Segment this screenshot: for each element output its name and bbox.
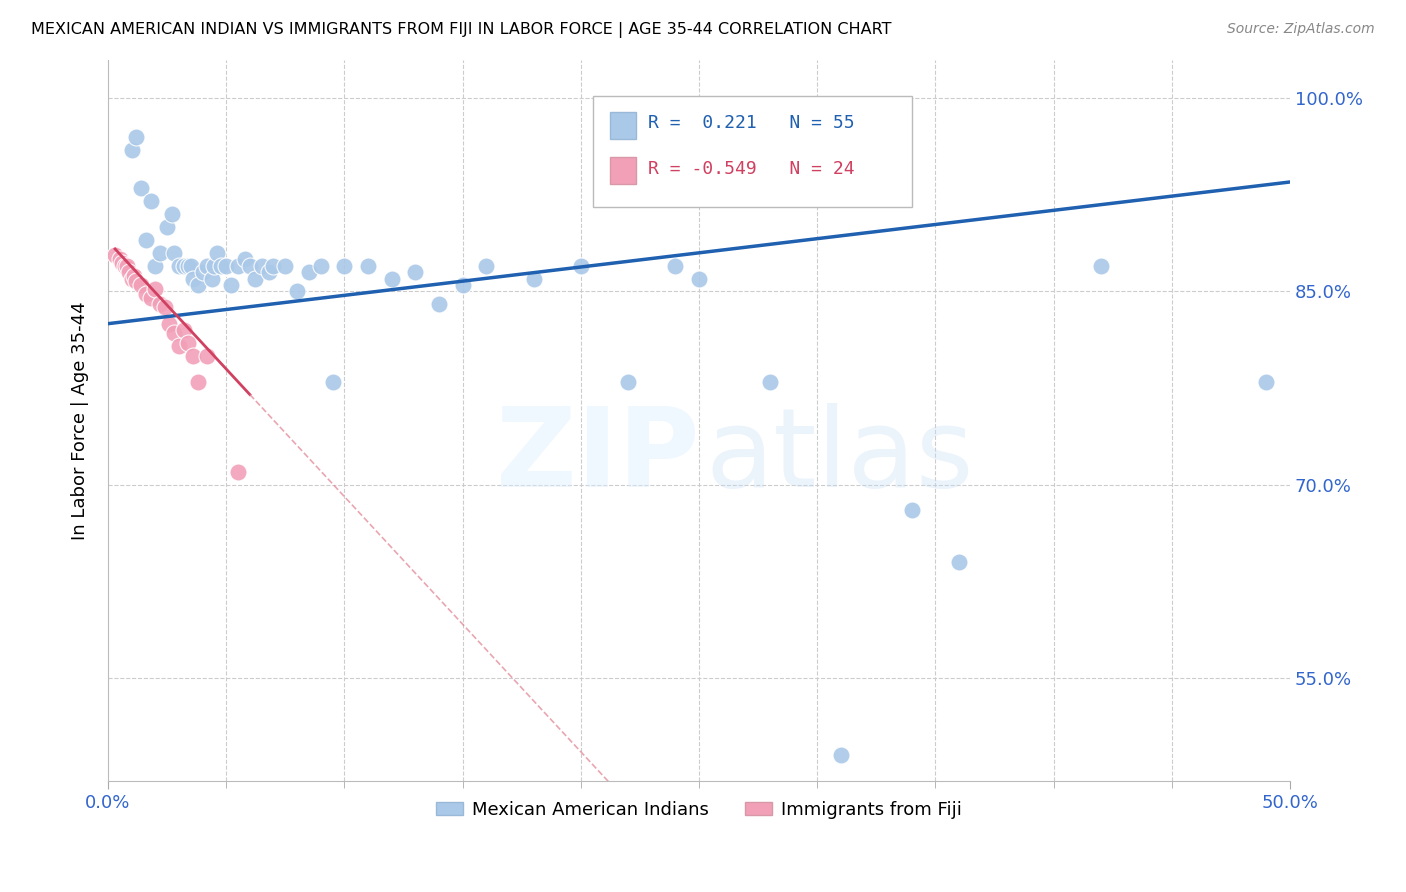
Point: [177, 259, 200, 273]
Point: [427, 297, 450, 311]
Point: [104, 248, 127, 262]
Point: [381, 271, 404, 285]
Point: [181, 271, 204, 285]
Point: [177, 336, 200, 351]
Point: [149, 245, 172, 260]
Point: [357, 259, 380, 273]
Text: atlas: atlas: [704, 403, 973, 510]
Point: [139, 291, 162, 305]
Point: [759, 375, 782, 389]
Point: [143, 282, 166, 296]
Text: R =  0.221   N = 55: R = 0.221 N = 55: [648, 114, 855, 132]
Point: [125, 129, 148, 144]
Point: [404, 265, 426, 279]
Point: [111, 256, 134, 270]
FancyBboxPatch shape: [592, 95, 911, 208]
Point: [149, 297, 172, 311]
Point: [122, 268, 145, 283]
Point: [195, 349, 218, 363]
Point: [115, 259, 138, 273]
Point: [125, 274, 148, 288]
Point: [309, 259, 332, 273]
Point: [274, 259, 297, 273]
Point: [233, 252, 256, 267]
Text: ZIP: ZIP: [496, 403, 699, 510]
Point: [139, 194, 162, 209]
Point: [830, 748, 852, 763]
Point: [205, 245, 228, 260]
Point: [569, 259, 592, 273]
Point: [522, 271, 544, 285]
Point: [115, 259, 138, 273]
Point: [187, 375, 209, 389]
Point: [173, 259, 195, 273]
Point: [108, 252, 131, 267]
Point: [617, 375, 640, 389]
Point: [475, 259, 498, 273]
Point: [129, 278, 152, 293]
Point: [688, 271, 710, 285]
Point: [173, 323, 195, 337]
Point: [167, 338, 190, 352]
Point: [180, 259, 202, 273]
Point: [257, 265, 280, 279]
Point: [114, 259, 136, 273]
Point: [191, 265, 214, 279]
Point: [239, 259, 262, 273]
Point: [322, 375, 344, 389]
Point: [226, 465, 249, 479]
Point: [285, 285, 308, 299]
Point: [948, 555, 970, 569]
Point: [135, 233, 157, 247]
Y-axis label: In Labor Force | Age 35-44: In Labor Force | Age 35-44: [72, 301, 89, 540]
Point: [226, 259, 249, 273]
Text: R = -0.549   N = 24: R = -0.549 N = 24: [648, 160, 855, 178]
Point: [181, 349, 204, 363]
Point: [118, 265, 141, 279]
Point: [250, 259, 273, 273]
Point: [215, 259, 238, 273]
Point: [900, 503, 922, 517]
Point: [129, 181, 152, 195]
Bar: [610, 112, 637, 139]
Point: [1090, 259, 1112, 273]
Point: [167, 259, 190, 273]
Legend: Mexican American Indians, Immigrants from Fiji: Mexican American Indians, Immigrants fro…: [429, 794, 969, 826]
Point: [298, 265, 321, 279]
Point: [156, 220, 179, 235]
Point: [187, 278, 209, 293]
Point: [201, 271, 224, 285]
Point: [121, 143, 143, 157]
Bar: [610, 157, 637, 185]
Point: [135, 287, 157, 301]
Point: [163, 245, 186, 260]
Point: [160, 207, 183, 221]
Point: [202, 259, 225, 273]
Point: [211, 259, 233, 273]
Point: [333, 259, 356, 273]
Text: Source: ZipAtlas.com: Source: ZipAtlas.com: [1227, 22, 1375, 37]
Point: [243, 271, 266, 285]
Point: [121, 271, 143, 285]
Point: [153, 300, 176, 314]
Point: [163, 326, 186, 340]
Point: [159, 317, 181, 331]
Point: [195, 259, 218, 273]
Point: [219, 278, 242, 293]
Point: [664, 259, 686, 273]
Point: [143, 259, 166, 273]
Text: MEXICAN AMERICAN INDIAN VS IMMIGRANTS FROM FIJI IN LABOR FORCE | AGE 35-44 CORRE: MEXICAN AMERICAN INDIAN VS IMMIGRANTS FR…: [31, 22, 891, 38]
Point: [451, 278, 474, 293]
Point: [263, 259, 285, 273]
Point: [1256, 375, 1278, 389]
